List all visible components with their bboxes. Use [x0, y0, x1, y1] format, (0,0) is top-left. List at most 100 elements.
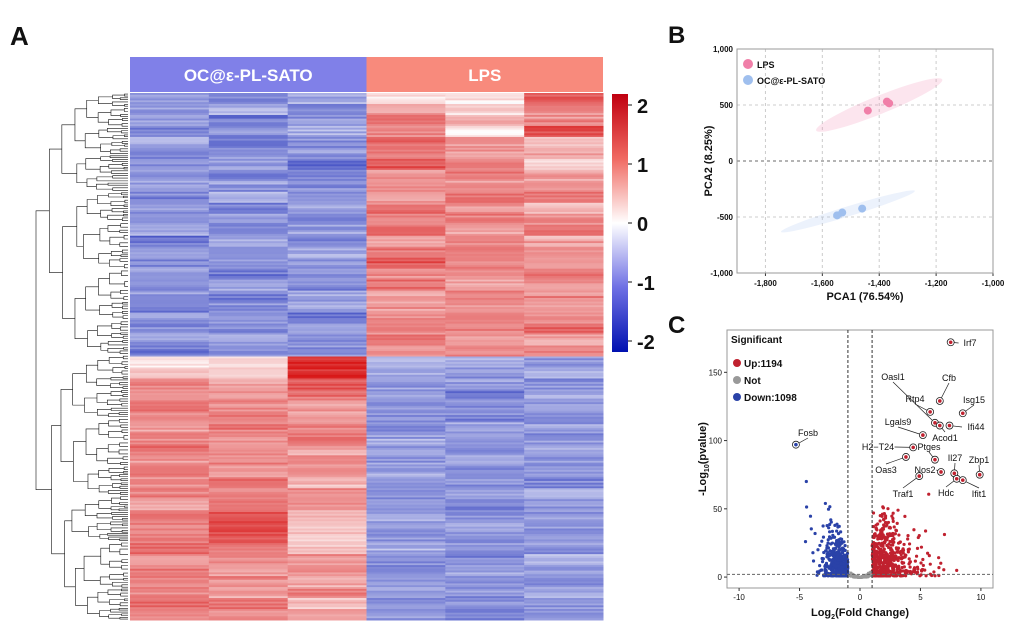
heatmap-cell [287, 292, 367, 295]
heatmap-cell [524, 581, 604, 584]
heatmap-cell [130, 255, 210, 259]
heatmap-cell [366, 257, 446, 261]
heatmap-cell [130, 416, 210, 420]
gene-label-leader [892, 381, 936, 424]
heatmap-cell [208, 457, 289, 460]
heatmap-cell [287, 363, 367, 367]
heatmap-cell [208, 147, 289, 151]
heatmap-cell [366, 286, 446, 290]
heatmap-cell [287, 352, 367, 356]
heatmap-cell [445, 416, 525, 420]
heatmap-cell [287, 411, 367, 414]
legend-marker [733, 359, 741, 367]
heatmap-cell [524, 590, 604, 594]
volcano-point [900, 560, 904, 565]
heatmap-cell [524, 583, 604, 586]
heatmap-cell [287, 599, 367, 603]
heatmap-cell [130, 336, 210, 339]
heatmap-cell [445, 197, 525, 200]
heatmap-cell [130, 338, 210, 341]
heatmap-cell [445, 210, 525, 213]
volcano-point [828, 530, 832, 534]
heatmap-cell [524, 616, 604, 619]
heatmap-cell [366, 233, 446, 237]
heatmap-cell [287, 477, 367, 480]
heatmap-cell [208, 607, 289, 610]
heatmap-cell [130, 94, 210, 98]
heatmap-cell [130, 398, 210, 401]
heatmap-cell [445, 451, 525, 454]
heatmap-cell [287, 217, 367, 220]
heatmap-cell [524, 385, 604, 389]
heatmap-cell [208, 521, 289, 524]
heatmap-cell [130, 506, 210, 509]
heatmap-cell [524, 297, 604, 301]
heatmap-cell [366, 248, 446, 251]
volcano-point [837, 558, 841, 562]
heatmap-cell [287, 308, 367, 312]
heatmap-cell [524, 131, 604, 134]
heatmap-cell [208, 605, 289, 608]
heatmap-cell [366, 548, 446, 551]
heatmap-cell [445, 378, 525, 381]
dendrogram-branch [71, 509, 89, 532]
volcano-point [896, 541, 901, 545]
heatmap-cell [130, 588, 210, 592]
dendrogram-branch [123, 466, 128, 470]
heatmap-cell [445, 539, 525, 542]
heatmap-cell [130, 539, 210, 542]
heatmap-cell [445, 585, 525, 588]
heatmap-cell [287, 248, 367, 251]
heatmap-cell [208, 239, 289, 242]
dendrogram-branch [121, 141, 128, 144]
volcano-point [895, 521, 899, 526]
volcano-point [890, 514, 894, 518]
volcano-point [890, 570, 894, 574]
heatmap-cell [445, 554, 525, 557]
volcano-point [804, 479, 808, 484]
heatmap-cell [130, 616, 210, 619]
heatmap-cell [287, 354, 367, 357]
heatmap-cell [445, 576, 525, 579]
dendrogram-branch [124, 199, 128, 204]
panel-label-b: B [668, 22, 685, 49]
heatmap-cell [208, 241, 289, 244]
heatmap-cell [366, 155, 446, 158]
heatmap-cell [445, 482, 525, 486]
dendrogram-branch [64, 520, 76, 588]
volcano-point [919, 573, 923, 577]
heatmap-cell [287, 482, 367, 486]
heatmap-cell [366, 153, 446, 156]
heatmap-cell [445, 526, 525, 530]
heatmap-cell [445, 464, 525, 467]
heatmap-cell [287, 199, 367, 202]
oc-confidence-ellipse [780, 190, 915, 233]
heatmap-cell [208, 407, 289, 411]
heatmap-cell [524, 158, 604, 162]
heatmap-cell [524, 442, 604, 445]
heatmap-cell [366, 98, 446, 101]
heatmap-cell [287, 153, 367, 156]
heatmap-cell [130, 374, 210, 378]
heatmap-cell [524, 451, 604, 454]
heatmap-cell [366, 299, 446, 303]
heatmap-cell [130, 550, 210, 553]
heatmap-cell [445, 168, 525, 171]
heatmap-cell [130, 286, 210, 290]
heatmap-cell [208, 513, 289, 517]
heatmap-cell [445, 361, 525, 365]
heatmap-cell [366, 438, 446, 442]
heatmap-cell [366, 592, 446, 595]
dendrogram-branch [122, 386, 128, 389]
gene-point [921, 433, 925, 437]
heatmap-cell [366, 464, 446, 467]
heatmap-cell [524, 449, 604, 453]
volcano-point [843, 557, 847, 561]
heatmap-cell [524, 393, 604, 396]
heatmap-cell [287, 442, 367, 445]
heatmap-cell [445, 182, 525, 185]
heatmap-cell [287, 552, 367, 555]
heatmap-cell [287, 211, 367, 215]
heatmap-cell [208, 160, 289, 164]
heatmap-cell [130, 433, 210, 436]
